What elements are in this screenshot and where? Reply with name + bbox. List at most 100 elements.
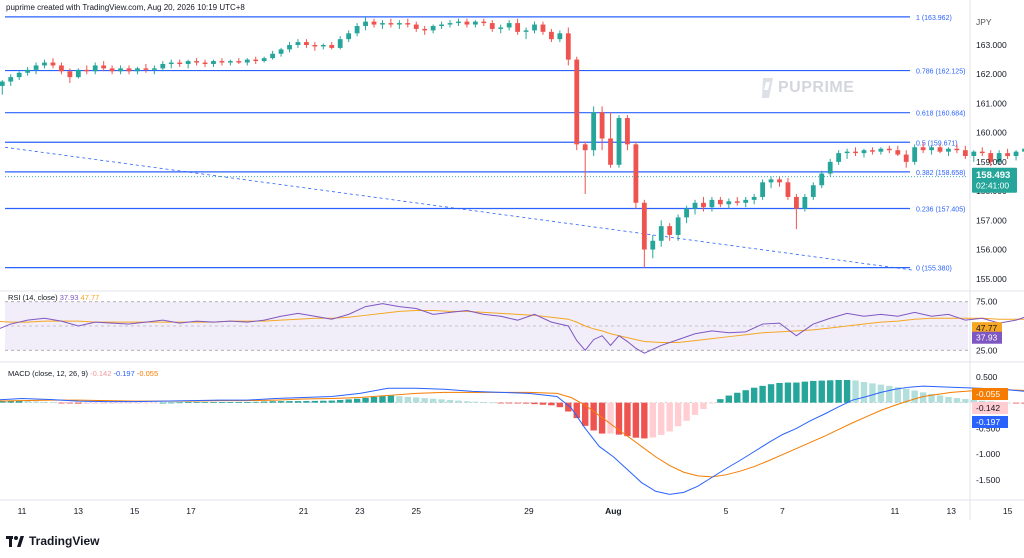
candle-body <box>878 148 884 152</box>
candle-body <box>337 39 343 48</box>
candle-body <box>971 151 977 157</box>
candle-body <box>380 23 385 25</box>
candle <box>962 145 968 159</box>
candle <box>979 147 985 157</box>
candle-body <box>135 68 140 72</box>
macd-axis-tick: -1.500 <box>976 475 1000 485</box>
candle-body <box>430 26 436 31</box>
macd-signal-tag-value: -0.055 <box>976 389 1000 399</box>
candle <box>278 47 284 57</box>
tradingview-logo[interactable]: TradingView <box>6 534 99 548</box>
candle <box>549 28 554 43</box>
candle-body <box>785 182 791 197</box>
candle-body <box>658 226 664 241</box>
macd-value-tag-box <box>972 416 1008 428</box>
candle-body <box>608 138 613 165</box>
candle <box>971 150 977 162</box>
candle <box>50 58 56 69</box>
macd-histogram-bar <box>666 402 673 432</box>
candle-body <box>329 45 335 48</box>
macd-histogram-bar <box>691 402 699 415</box>
macd-histogram-bar <box>184 402 192 403</box>
candle-body <box>67 71 73 78</box>
rsi-legend: RSI (14, close) 37.93 47.77 <box>8 293 99 302</box>
candle-body <box>472 21 478 25</box>
candle <box>0 80 5 95</box>
candle <box>1013 150 1019 161</box>
macd-histogram-bar <box>41 401 48 403</box>
macd-histogram-bar <box>953 398 961 403</box>
candle <box>236 58 242 64</box>
time-axis-tick: 25 <box>412 506 422 516</box>
candle-body <box>118 68 123 72</box>
candle <box>101 61 107 72</box>
macd-histogram-bar <box>7 401 14 403</box>
candle-body <box>937 147 943 152</box>
candle-body <box>185 61 191 64</box>
macd-histogram-bar <box>565 402 572 412</box>
rsi-line <box>0 303 1024 354</box>
macd-histogram-bar <box>869 383 876 403</box>
rsi-value-tag-value: 37.93 <box>976 333 998 343</box>
candle-body <box>16 72 22 78</box>
candle-body <box>109 68 115 72</box>
candle-body <box>895 150 901 155</box>
candle <box>557 30 563 43</box>
candle-body <box>202 62 208 64</box>
rsi-value-tag-box <box>972 331 1002 344</box>
macd-histogram-tag: -0.142 <box>972 402 1008 414</box>
macd-histogram-bar <box>413 397 420 403</box>
candle <box>363 16 368 31</box>
candle <box>346 30 352 43</box>
candle <box>33 62 39 75</box>
candle <box>8 74 14 86</box>
candle-body <box>743 199 749 203</box>
candle-body <box>456 21 461 24</box>
macd-histogram-bar <box>1012 402 1020 404</box>
macd-histogram-bar <box>218 402 226 403</box>
rsi-ma-tag: 47.77 <box>972 322 1002 335</box>
candle-body <box>870 150 875 152</box>
candle <box>853 147 858 157</box>
candle <box>827 158 833 177</box>
candle-body <box>717 199 723 205</box>
candle-body <box>143 68 149 70</box>
candle <box>650 234 656 259</box>
candle-body <box>650 240 656 250</box>
macd-histogram-bar <box>945 396 952 403</box>
macd-histogram-bar <box>919 392 927 403</box>
candle-body <box>236 61 242 63</box>
macd-histogram-bar <box>1021 402 1024 404</box>
candle <box>768 176 774 189</box>
candle <box>109 65 115 75</box>
candle <box>684 205 689 224</box>
candle-body <box>405 23 411 25</box>
time-axis-tick: 13 <box>947 506 957 516</box>
candle <box>16 71 22 81</box>
candle-body <box>92 65 98 72</box>
candle <box>658 220 664 247</box>
macd-histogram-bar <box>0 401 6 403</box>
macd-histogram-bar <box>337 399 344 403</box>
candle-body <box>371 21 377 25</box>
macd-histogram-bar <box>134 402 141 404</box>
macd-histogram-bar <box>24 400 31 403</box>
macd-histogram-bar <box>176 402 183 404</box>
fib-level-label: 0.236 (157.405) <box>916 206 965 213</box>
candle-body <box>84 69 90 72</box>
candle-body <box>295 42 301 45</box>
time-axis-tick: Aug <box>605 506 622 516</box>
candle <box>219 58 225 66</box>
fib-level-label: 0.786 (162.125) <box>916 69 965 76</box>
macd-histogram-bar <box>446 399 454 403</box>
macd-legend: MACD (close, 12, 26, 9) -0.142 -0.197 -0… <box>8 369 158 378</box>
candle-body <box>599 112 605 139</box>
candle <box>320 43 326 50</box>
macd-histogram-bar <box>286 401 293 403</box>
candle <box>1022 147 1024 157</box>
candle-body <box>464 21 470 25</box>
candle <box>472 20 478 28</box>
price-axis-tick: 163.000 <box>976 40 1007 50</box>
candle <box>405 18 411 28</box>
candle-body <box>692 202 698 209</box>
